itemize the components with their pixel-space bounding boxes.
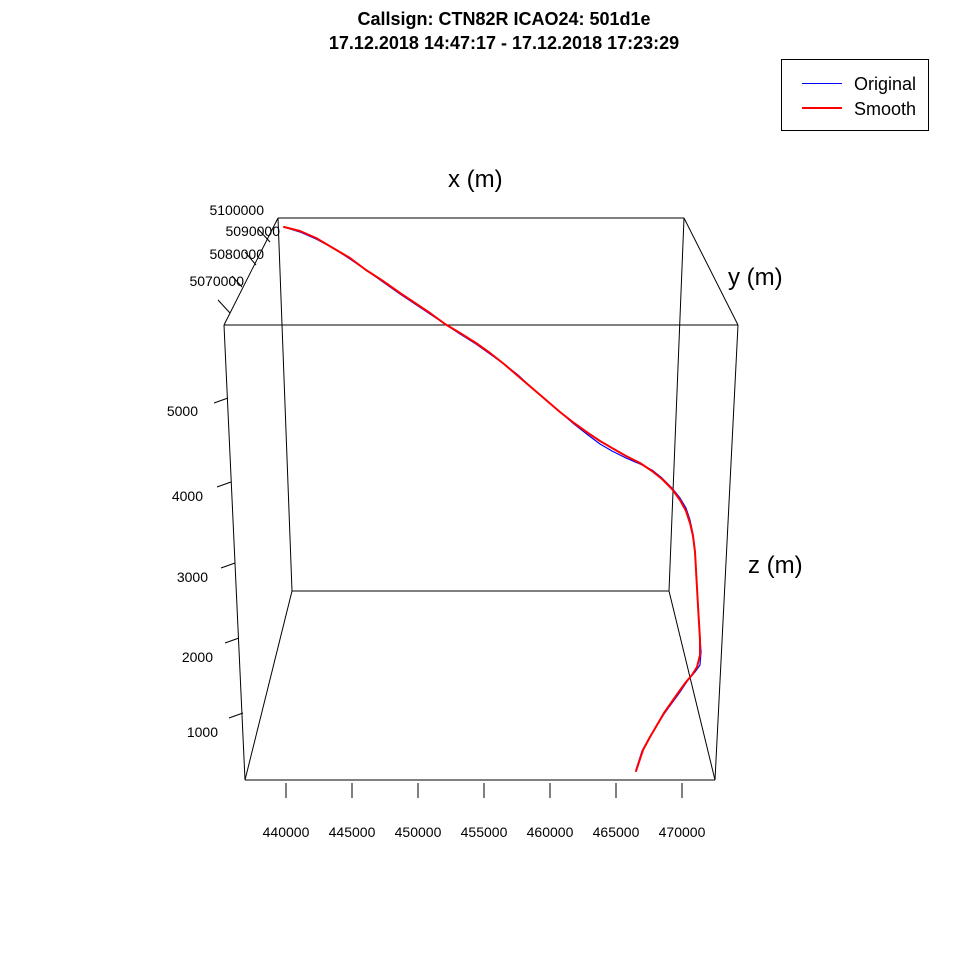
y-tick-label: 5080000 — [209, 246, 264, 262]
legend-item-smooth: Smooth — [782, 97, 928, 121]
series-line-original — [283, 226, 702, 771]
legend-swatch-smooth — [802, 107, 842, 109]
z-tick-mark — [224, 637, 240, 644]
y-tick-mark — [217, 299, 231, 314]
z-tick-mark — [213, 397, 229, 404]
z-tick-mark — [228, 712, 244, 719]
x-tick-label: 440000 — [263, 824, 310, 840]
y-tick-mark — [244, 251, 257, 266]
series-layer — [283, 226, 702, 772]
x-axis-title: x (m) — [448, 166, 503, 193]
chart-title-line2: 17.12.2018 14:47:17 - 17.12.2018 17:23:2… — [328, 33, 680, 53]
x-tick-label: 450000 — [395, 824, 442, 840]
box-edge — [244, 590, 293, 781]
x-tick-label: 445000 — [329, 824, 376, 840]
box-edge — [683, 217, 739, 326]
x-tick-label: 460000 — [527, 824, 574, 840]
z-tick-label: 1000 — [187, 724, 218, 740]
box-edge — [668, 590, 716, 781]
box-edge — [277, 217, 293, 592]
x-tick-label: 465000 — [593, 824, 640, 840]
x-tick-label: 470000 — [659, 824, 706, 840]
y-tick-label: 5100000 — [209, 202, 264, 218]
legend-label: Smooth — [854, 99, 917, 119]
legend-item-original: Original — [782, 72, 928, 96]
box-edge — [223, 324, 246, 781]
series-line-smooth — [283, 226, 701, 772]
plot-box — [223, 217, 739, 781]
z-tick-label: 4000 — [172, 488, 203, 504]
y-tick-label: 5070000 — [189, 273, 244, 289]
y-tick-label: 5090000 — [225, 223, 280, 239]
z-tick-mark — [216, 481, 232, 488]
box-edge — [714, 324, 739, 781]
x-tick-label: 455000 — [461, 824, 508, 840]
chart-title-line1: Callsign: CTN82R ICAO24: 501d1e — [357, 9, 651, 29]
y-tick-mark — [231, 275, 243, 288]
legend-swatch-original — [802, 83, 842, 84]
legend: Original Smooth — [781, 59, 929, 131]
z-tick-label: 5000 — [167, 403, 198, 419]
legend-label: Original — [854, 74, 917, 94]
y-tick-mark — [257, 228, 271, 243]
z-tick-mark — [220, 562, 236, 569]
z-tick-label: 3000 — [177, 569, 208, 585]
box-edge — [223, 217, 279, 326]
z-tick-label: 2000 — [182, 649, 213, 665]
box-edge — [668, 217, 685, 592]
z-axis-title: z (m) — [748, 552, 803, 579]
y-axis-title: y (m) — [728, 264, 783, 291]
